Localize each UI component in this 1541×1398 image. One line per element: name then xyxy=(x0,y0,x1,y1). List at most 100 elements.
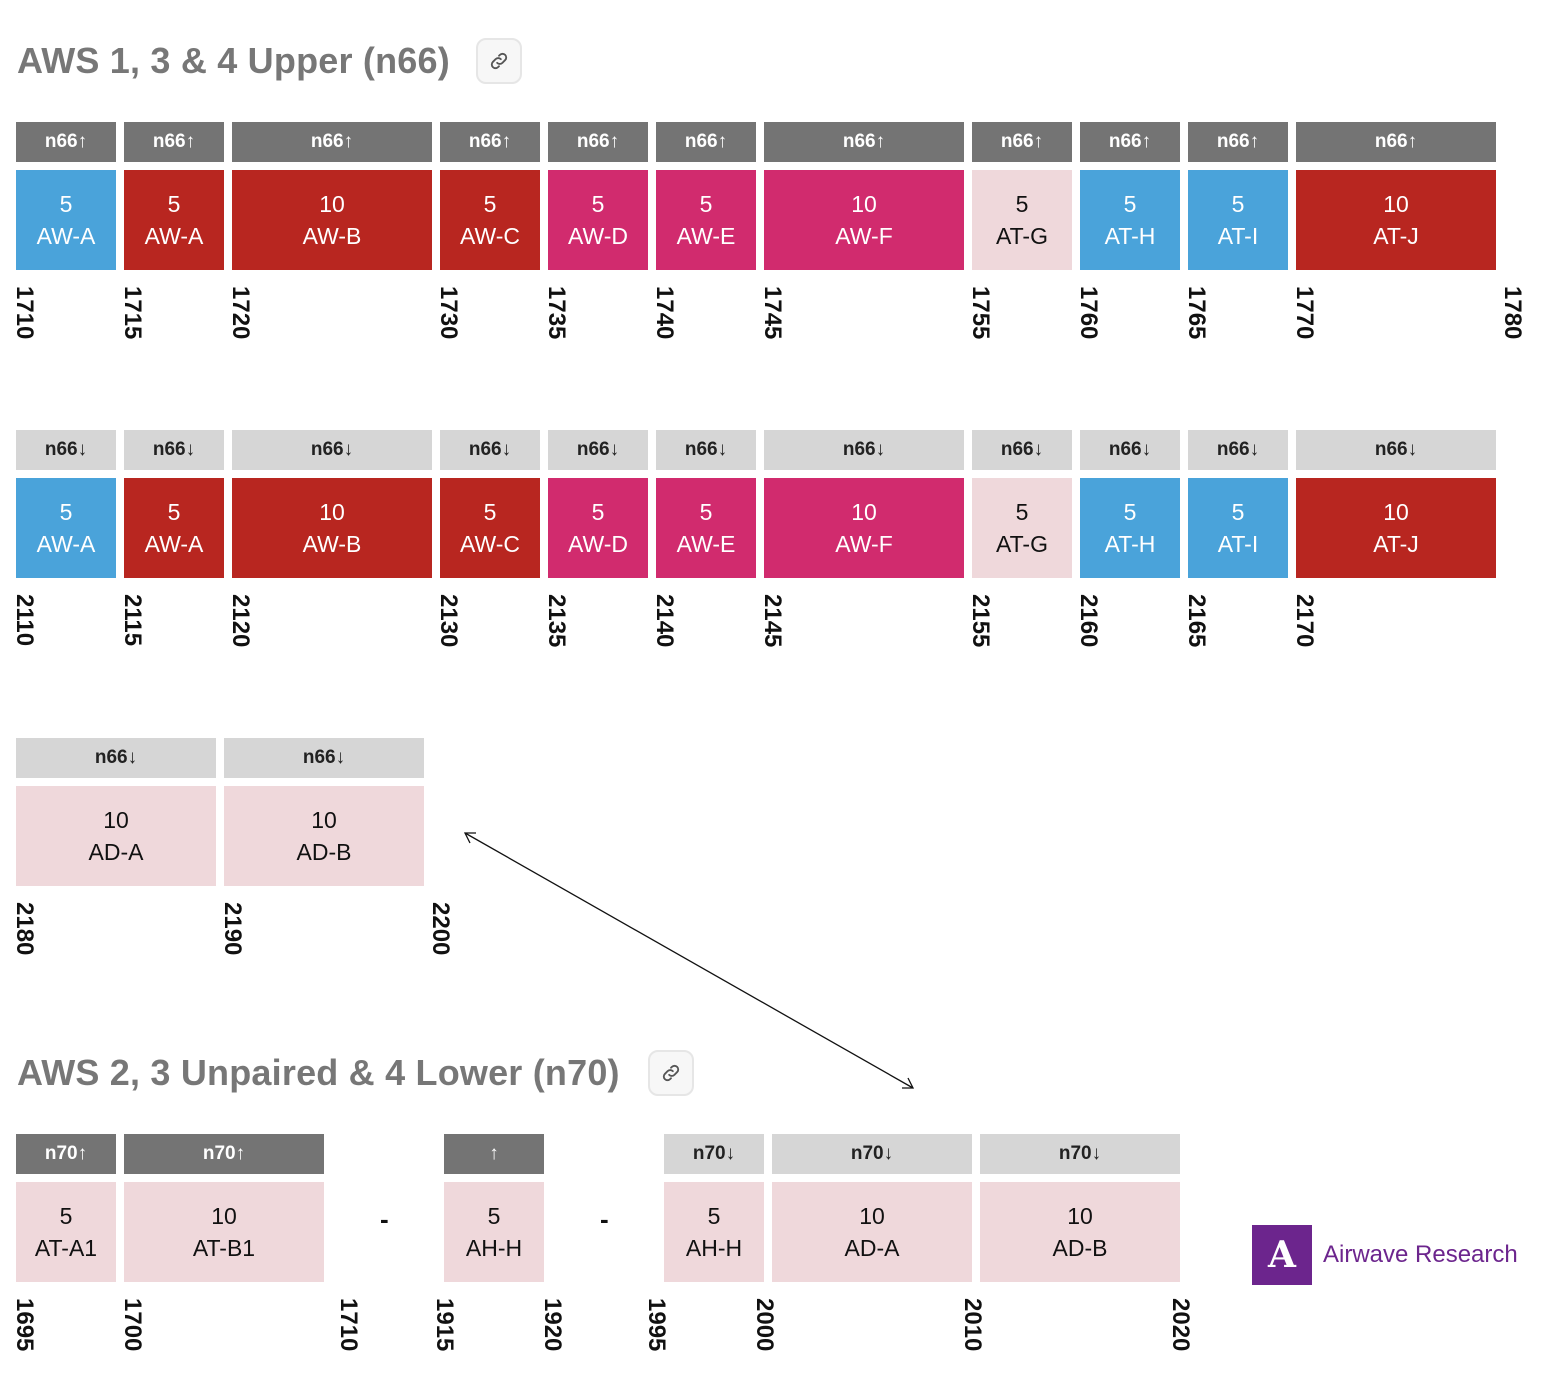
spectrum-block[interactable]: 10 AT-J xyxy=(1296,170,1496,270)
spectrum-block[interactable]: 5 AW-E xyxy=(656,170,756,270)
frequency-label: 2180 xyxy=(11,902,38,956)
spectrum-block[interactable]: 5 AT-G xyxy=(972,478,1072,578)
block-bandwidth: 5 xyxy=(699,499,713,525)
band-header: n66↓ xyxy=(656,430,756,470)
block-bandwidth: 10 xyxy=(859,1203,885,1229)
spectrum-block[interactable]: 5 AH-H xyxy=(664,1182,764,1282)
spectrum-block[interactable]: 5 AW-A xyxy=(124,170,224,270)
band-header: n70↑ xyxy=(16,1134,116,1174)
frequency-label: 2120 xyxy=(227,594,254,648)
band-header: n66↑ xyxy=(764,122,964,162)
frequency-label: 1995 xyxy=(643,1298,670,1352)
spectrum-block[interactable]: 5 AW-A xyxy=(16,170,116,270)
gap-dash: - xyxy=(380,1204,389,1234)
copy-link-button-n70[interactable] xyxy=(648,1050,694,1096)
block-license: AW-C xyxy=(459,531,521,557)
section-title-n66: AWS 1, 3 & 4 Upper (n66) xyxy=(17,40,450,81)
band-header: n70↑ xyxy=(124,1134,324,1174)
spectrum-block[interactable]: 10 AD-A xyxy=(772,1182,972,1282)
block-license: AW-D xyxy=(567,531,629,557)
band-header: n66↓ xyxy=(224,738,424,778)
brand-logo: A Airwave Research xyxy=(1252,1225,1518,1285)
frequency-label: 1730 xyxy=(435,286,462,340)
band-header: n66↓ xyxy=(972,430,1072,470)
spectrum-block[interactable]: 5 AW-A xyxy=(124,478,224,578)
spectrum-block[interactable]: 5 AW-A xyxy=(16,478,116,578)
link-icon xyxy=(662,1064,680,1082)
spectrum-block[interactable]: 10 AW-B xyxy=(232,478,432,578)
spectrum-block[interactable]: 5 AW-C xyxy=(440,170,540,270)
band-header: n66↓ xyxy=(1080,430,1180,470)
spectrum-block[interactable]: 5 AT-I xyxy=(1188,478,1288,578)
block-license: AT-I xyxy=(1217,531,1259,557)
spectrum-block[interactable]: 5 AW-C xyxy=(440,478,540,578)
copy-link-button-n66[interactable] xyxy=(476,38,522,84)
block-license: AW-A xyxy=(144,223,204,249)
band-header: n66↑ xyxy=(124,122,224,162)
block-bandwidth: 10 xyxy=(319,499,345,525)
frequency-label: 2165 xyxy=(1183,594,1210,648)
block-license: AT-J xyxy=(1373,531,1419,557)
spectrum-block[interactable]: 10 AD-B xyxy=(224,786,424,886)
band-header: n66↑ xyxy=(656,122,756,162)
frequency-label: 1770 xyxy=(1291,286,1318,340)
block-bandwidth: 5 xyxy=(591,191,605,217)
brand-name: Airwave Research xyxy=(1323,1241,1518,1268)
spectrum-block[interactable]: 5 AT-H xyxy=(1080,170,1180,270)
frequency-label: 1765 xyxy=(1183,286,1210,340)
band-header: n70↓ xyxy=(772,1134,972,1174)
block-license: AW-A xyxy=(36,223,96,249)
block-license: AW-D xyxy=(567,223,629,249)
spectrum-block[interactable]: 10 AD-A xyxy=(16,786,216,886)
frequency-label: 1720 xyxy=(227,286,254,340)
spectrum-block[interactable]: 5 AT-I xyxy=(1188,170,1288,270)
band-header: n66↓ xyxy=(232,430,432,470)
block-bandwidth: 5 xyxy=(707,1203,721,1229)
block-bandwidth: 5 xyxy=(1123,499,1137,525)
spectrum-block[interactable]: 5 AT-G xyxy=(972,170,1072,270)
band-header: n66↓ xyxy=(1296,430,1496,470)
frequency-label: 2160 xyxy=(1075,594,1102,648)
spectrum-block[interactable]: 10 AW-F xyxy=(764,170,964,270)
band-header: n66↓ xyxy=(548,430,648,470)
frequency-label: 2190 xyxy=(219,902,246,956)
block-license: AT-H xyxy=(1104,531,1156,557)
frequency-label: 1710 xyxy=(335,1298,362,1352)
block-bandwidth: 10 xyxy=(319,191,345,217)
block-bandwidth: 5 xyxy=(167,191,181,217)
block-license: AD-B xyxy=(1052,1235,1108,1261)
block-license: AT-G xyxy=(996,223,1048,249)
frequency-label: 2145 xyxy=(759,594,786,648)
band-header: n66↓ xyxy=(440,430,540,470)
frequency-label: 2155 xyxy=(967,594,994,648)
block-bandwidth: 10 xyxy=(851,499,877,525)
spectrum-block[interactable]: 10 AT-J xyxy=(1296,478,1496,578)
frequency-label: 2110 xyxy=(11,594,38,647)
spectrum-block[interactable]: 5 AW-D xyxy=(548,170,648,270)
band-header: n66↓ xyxy=(764,430,964,470)
spectrum-block[interactable]: 10 AT-B1 xyxy=(124,1182,324,1282)
block-bandwidth: 10 xyxy=(1383,191,1409,217)
block-license: AW-F xyxy=(835,531,893,557)
block-license: AH-H xyxy=(465,1235,523,1261)
spectrum-block[interactable]: 5 AT-H xyxy=(1080,478,1180,578)
frequency-label: 2115 xyxy=(119,594,146,647)
spectrum-block[interactable]: 5 AW-D xyxy=(548,478,648,578)
frequency-label: 1920 xyxy=(539,1298,566,1352)
spectrum-block[interactable]: 10 AW-F xyxy=(764,478,964,578)
spectrum-block[interactable]: 10 AD-B xyxy=(980,1182,1180,1282)
block-license: AT-A1 xyxy=(34,1235,98,1261)
block-license: AW-A xyxy=(144,531,204,557)
spectrum-block[interactable]: 5 AH-H xyxy=(444,1182,544,1282)
band-header: n66↓ xyxy=(16,430,116,470)
spectrum-block[interactable]: 5 AW-E xyxy=(656,478,756,578)
block-bandwidth: 5 xyxy=(1015,499,1029,525)
frequency-label: 1780 xyxy=(1499,286,1526,340)
block-license: AD-A xyxy=(844,1235,900,1261)
block-bandwidth: 5 xyxy=(699,191,713,217)
frequency-label: 1710 xyxy=(11,286,38,340)
spectrum-block[interactable]: 10 AW-B xyxy=(232,170,432,270)
spectrum-block[interactable]: 5 AT-A1 xyxy=(16,1182,116,1282)
block-license: AW-A xyxy=(36,531,96,557)
frequency-label: 2010 xyxy=(959,1298,986,1352)
